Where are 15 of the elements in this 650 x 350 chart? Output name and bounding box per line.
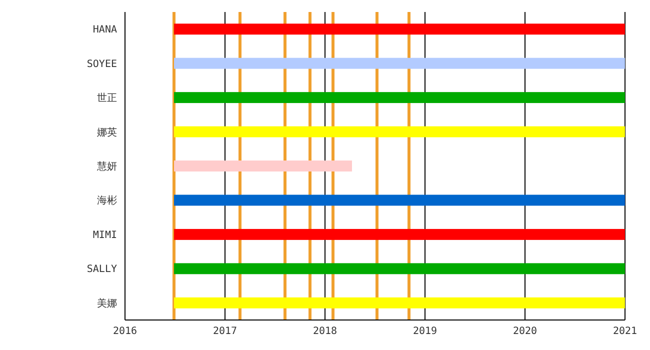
y-tick-label: MIMI	[92, 230, 117, 241]
x-tick-label: 2016	[112, 326, 138, 337]
y-tick-label: SALLY	[86, 264, 117, 276]
y-tick-label: 世正	[97, 92, 117, 104]
x-tick-label: 2018	[312, 326, 338, 337]
y-tick-label: 娜英	[97, 126, 117, 138]
x-tick-label: 2021	[612, 326, 638, 337]
x-tick-label: 2020	[512, 326, 538, 337]
y-tick-label: 美娜	[97, 297, 117, 310]
y-tick-label: HANA	[92, 24, 117, 36]
y-tick-label: 海彬	[97, 194, 117, 207]
y-tick-label: 慧妍	[96, 160, 117, 172]
x-tick-label: 2019	[412, 326, 438, 337]
x-tick-label: 2017	[212, 326, 238, 337]
y-tick-label: SOYEE	[86, 58, 117, 70]
